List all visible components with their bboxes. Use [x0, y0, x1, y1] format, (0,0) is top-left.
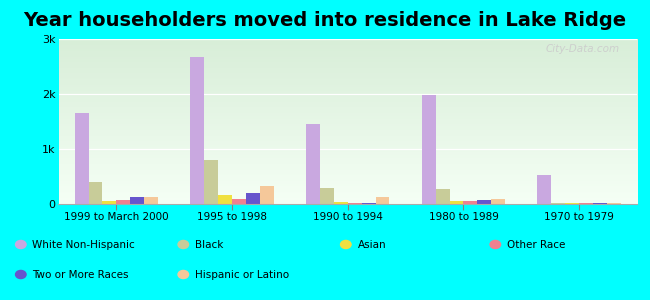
Bar: [348, 203, 361, 204]
Bar: [491, 199, 505, 204]
Text: City-Data.com: City-Data.com: [545, 44, 619, 54]
Bar: [232, 199, 246, 204]
Bar: [538, 176, 551, 204]
Bar: [463, 201, 477, 204]
Text: White Non-Hispanic: White Non-Hispanic: [32, 241, 135, 250]
Text: Year householders moved into residence in Lake Ridge: Year householders moved into residence i…: [23, 11, 627, 29]
Bar: [116, 200, 130, 204]
Text: Black: Black: [195, 241, 224, 250]
Bar: [260, 186, 274, 204]
Bar: [334, 202, 348, 204]
Bar: [551, 203, 566, 204]
Bar: [306, 124, 320, 204]
Bar: [477, 200, 491, 204]
Bar: [361, 203, 376, 204]
Bar: [422, 95, 436, 204]
Bar: [607, 203, 621, 204]
Bar: [376, 197, 389, 204]
Bar: [450, 201, 463, 204]
Bar: [218, 195, 232, 204]
Text: Hispanic or Latino: Hispanic or Latino: [195, 271, 289, 281]
Bar: [75, 113, 88, 204]
Bar: [144, 197, 158, 204]
Text: Two or More Races: Two or More Races: [32, 271, 129, 281]
Bar: [320, 188, 334, 204]
Bar: [204, 160, 218, 204]
Bar: [130, 197, 144, 204]
Text: Other Race: Other Race: [507, 241, 566, 250]
Bar: [579, 203, 593, 204]
Text: Asian: Asian: [358, 241, 386, 250]
Bar: [103, 201, 116, 204]
Bar: [88, 182, 103, 204]
Bar: [436, 189, 450, 204]
Bar: [246, 193, 260, 204]
Bar: [566, 203, 579, 204]
Bar: [593, 203, 607, 204]
Bar: [190, 57, 204, 204]
